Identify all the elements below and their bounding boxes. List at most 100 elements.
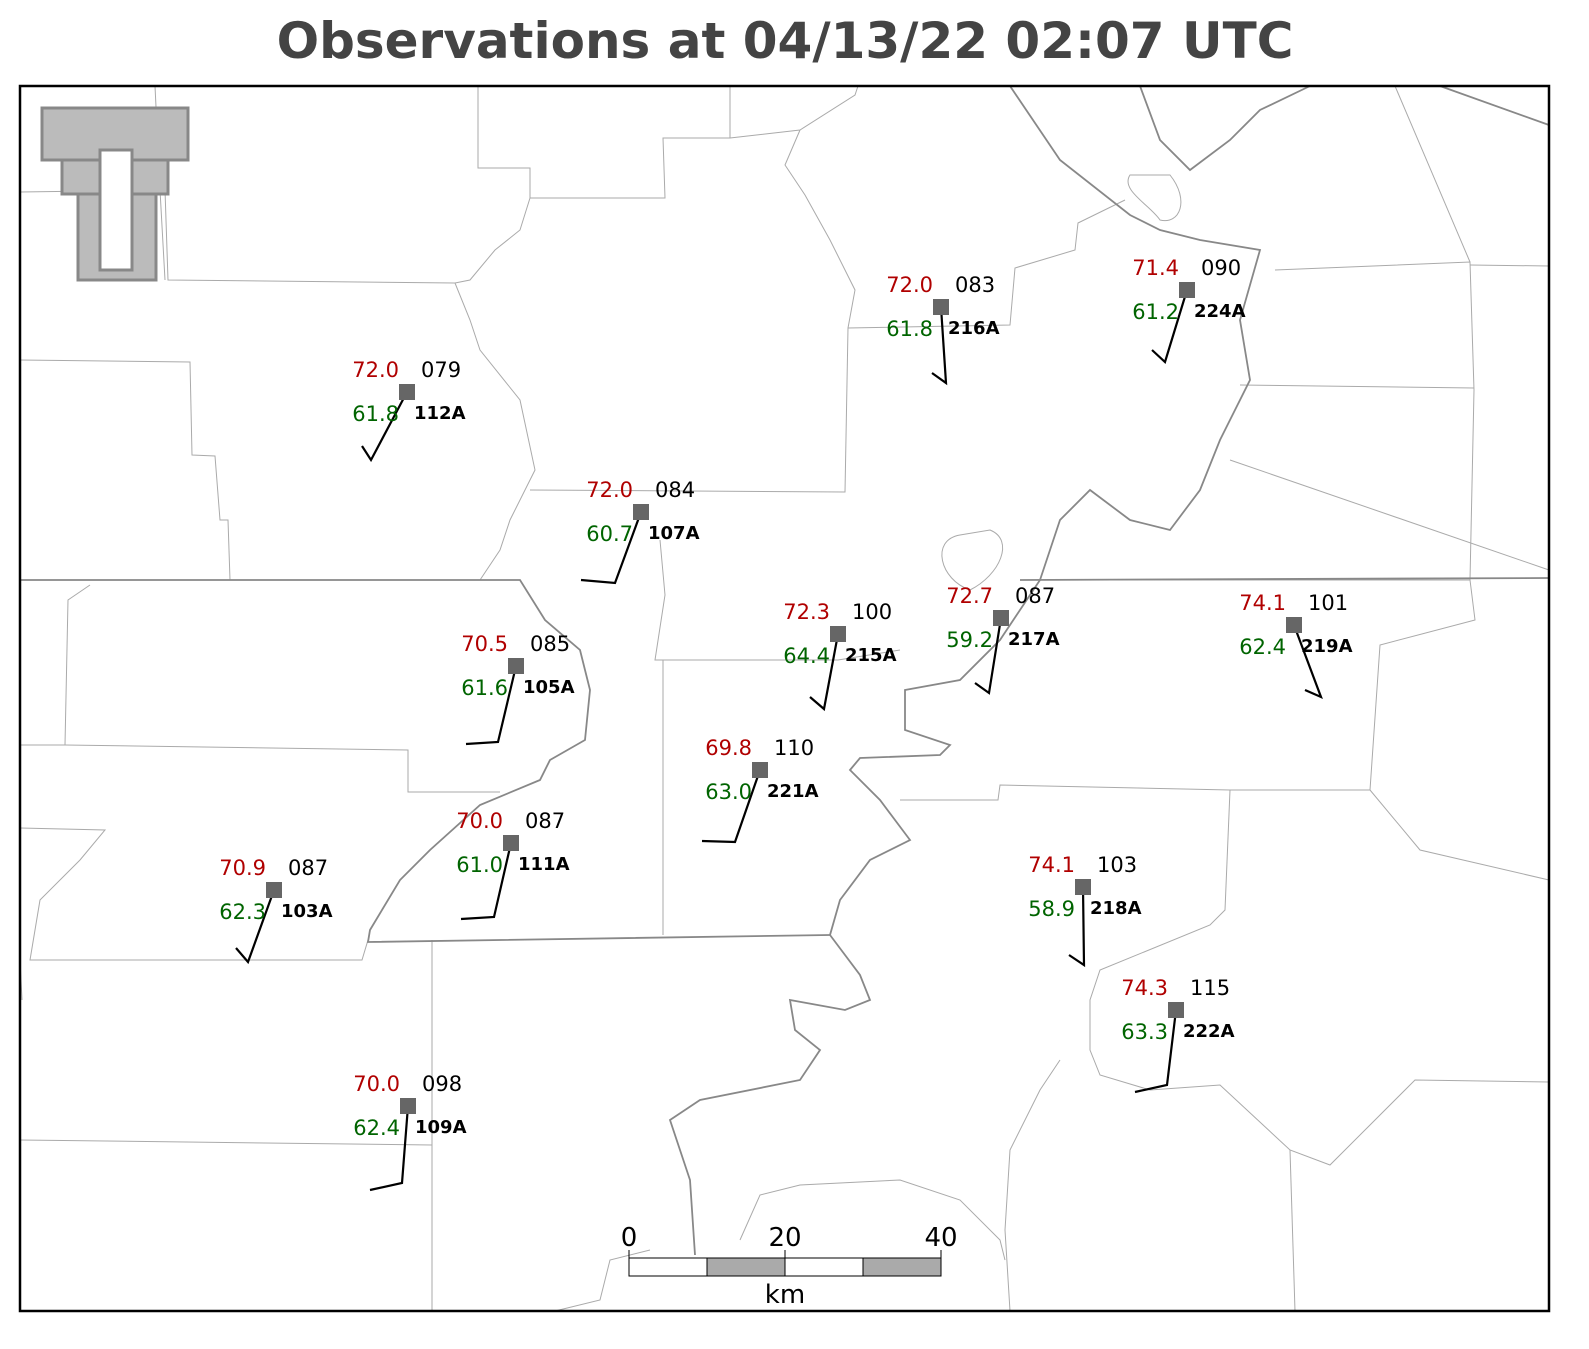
temperature: 72.0 bbox=[886, 273, 933, 297]
basemap bbox=[19, 85, 1550, 1312]
scale-tick-label: 40 bbox=[924, 1223, 957, 1253]
dewpoint: 62.4 bbox=[1239, 635, 1286, 659]
station-marker bbox=[1075, 879, 1091, 895]
dewpoint: 64.4 bbox=[783, 644, 830, 668]
title: Observations at 04/13/22 02:07 UTC bbox=[277, 12, 1294, 70]
pressure: 084 bbox=[655, 478, 695, 502]
station-marker bbox=[933, 299, 949, 315]
temperature: 72.3 bbox=[783, 600, 830, 624]
station-marker bbox=[1168, 1002, 1184, 1018]
temperature: 69.8 bbox=[705, 736, 752, 760]
station: 74.1 101 62.4 219A bbox=[1239, 591, 1353, 700]
wind-barb bbox=[809, 633, 840, 712]
pressure: 115 bbox=[1190, 976, 1230, 1000]
wind-barb bbox=[235, 889, 276, 965]
station-id: 103A bbox=[281, 901, 333, 922]
station: 72.0 083 61.8 216A bbox=[886, 273, 1000, 386]
station-marker bbox=[752, 762, 768, 778]
pressure: 087 bbox=[288, 856, 328, 880]
pressure: 083 bbox=[955, 273, 995, 297]
wind-barb bbox=[1292, 624, 1323, 700]
dewpoint: 61.2 bbox=[1132, 300, 1179, 324]
temperature: 70.9 bbox=[219, 856, 266, 880]
station-id: 111A bbox=[518, 854, 570, 875]
temperature: 74.3 bbox=[1121, 976, 1168, 1000]
dewpoint: 61.6 bbox=[461, 676, 508, 700]
wind-barb bbox=[369, 1105, 410, 1192]
station-marker bbox=[633, 504, 649, 520]
station-id: 218A bbox=[1090, 898, 1142, 919]
dewpoint: 61.8 bbox=[886, 317, 933, 341]
scale-unit: km bbox=[765, 1280, 805, 1310]
station-id: 105A bbox=[523, 677, 575, 698]
station: 70.0 087 61.0 111A bbox=[456, 809, 570, 921]
station-id: 112A bbox=[414, 403, 466, 424]
temperature: 70.0 bbox=[456, 809, 503, 833]
station: 69.8 110 63.0 221A bbox=[701, 736, 819, 844]
pressure: 079 bbox=[421, 358, 461, 382]
station-id: 222A bbox=[1183, 1021, 1235, 1042]
station-id: 216A bbox=[948, 318, 1000, 339]
pressure: 100 bbox=[852, 600, 892, 624]
station-marker bbox=[1179, 282, 1195, 298]
temperature: 74.1 bbox=[1239, 591, 1286, 615]
wind-barb bbox=[1151, 289, 1189, 364]
temperature: 70.0 bbox=[353, 1072, 400, 1096]
pressure: 090 bbox=[1201, 256, 1241, 280]
station-marker bbox=[993, 610, 1009, 626]
station: 70.9 087 62.3 103A bbox=[219, 856, 333, 965]
wind-barb bbox=[460, 842, 513, 921]
wind-barb bbox=[361, 391, 408, 463]
station-marker bbox=[503, 835, 519, 851]
temperature: 72.0 bbox=[352, 358, 399, 382]
temperature: 70.5 bbox=[461, 632, 508, 656]
station-marker bbox=[508, 658, 524, 674]
dewpoint: 60.7 bbox=[586, 522, 633, 546]
station: 74.1 103 58.9 218A bbox=[1028, 853, 1142, 968]
station-id: 215A bbox=[845, 645, 897, 666]
temperature: 72.7 bbox=[946, 584, 993, 608]
wind-barb bbox=[465, 665, 518, 746]
temperature: 74.1 bbox=[1028, 853, 1075, 877]
wind-barb bbox=[580, 511, 643, 585]
wind-barb bbox=[1134, 1009, 1178, 1094]
station: 72.0 079 61.8 112A bbox=[352, 358, 466, 463]
station-marker bbox=[399, 384, 415, 400]
station-id: 221A bbox=[767, 781, 819, 802]
station: 74.3 115 63.3 222A bbox=[1121, 976, 1235, 1094]
dewpoint: 63.0 bbox=[705, 780, 752, 804]
pressure: 098 bbox=[422, 1072, 462, 1096]
station-id: 219A bbox=[1301, 636, 1353, 657]
wind-barb bbox=[1068, 886, 1086, 968]
station: 70.0 098 62.4 109A bbox=[353, 1072, 467, 1192]
station: 70.5 085 61.6 105A bbox=[461, 632, 575, 746]
station-marker bbox=[1286, 617, 1302, 633]
pressure: 103 bbox=[1097, 853, 1137, 877]
station-id: 109A bbox=[415, 1117, 467, 1138]
logo bbox=[40, 106, 190, 282]
station-marker bbox=[830, 626, 846, 642]
station: 72.7 087 59.2 217A bbox=[946, 584, 1060, 695]
station-id: 107A bbox=[648, 523, 700, 544]
station: 72.0 084 60.7 107A bbox=[580, 478, 700, 585]
pressure: 085 bbox=[530, 632, 570, 656]
pressure: 087 bbox=[525, 809, 565, 833]
dewpoint: 62.4 bbox=[353, 1116, 400, 1140]
pressure: 087 bbox=[1015, 584, 1055, 608]
station: 71.4 090 61.2 224A bbox=[1132, 256, 1246, 364]
station-marker bbox=[266, 882, 282, 898]
dewpoint: 61.8 bbox=[352, 402, 399, 426]
map-frame bbox=[18, 84, 1551, 1313]
scale-bar: km 0 20 40 bbox=[621, 1223, 958, 1310]
dewpoint: 58.9 bbox=[1028, 897, 1075, 921]
wind-barb bbox=[701, 769, 762, 844]
dewpoint: 61.0 bbox=[456, 853, 503, 877]
scale-tick-label: 0 bbox=[621, 1223, 638, 1253]
pressure: 110 bbox=[774, 736, 814, 760]
station-id: 217A bbox=[1008, 629, 1060, 650]
scale-tick-label: 20 bbox=[768, 1223, 801, 1253]
wind-barb bbox=[931, 306, 948, 386]
station: 72.3 100 64.4 215A bbox=[783, 600, 897, 712]
dewpoint: 59.2 bbox=[946, 628, 993, 652]
station-marker bbox=[400, 1098, 416, 1114]
